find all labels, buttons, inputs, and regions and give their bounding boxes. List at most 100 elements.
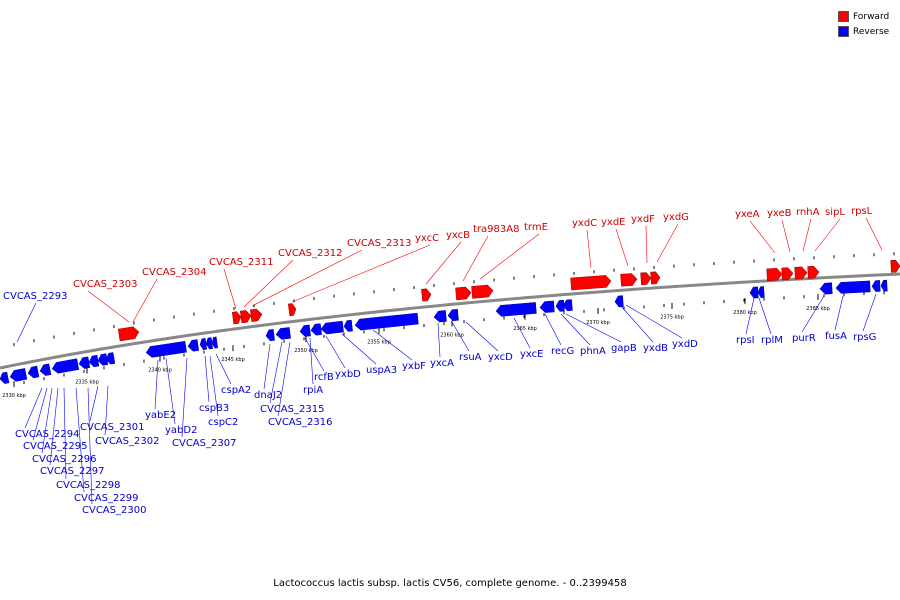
reverse-gene-arrow: [97, 353, 109, 366]
reverse-leader-line: [544, 313, 562, 346]
reverse-gene-arrow: [447, 309, 459, 322]
reverse-gene-arrow: [819, 282, 833, 295]
reverse-leader-line: [24, 387, 43, 429]
reverse-gene-label: yxbF: [402, 361, 426, 372]
reverse-gene-label: CVCAS_2300: [82, 505, 146, 516]
reverse-gene-arrow: [211, 336, 219, 349]
reverse-leader-line: [801, 295, 825, 333]
forward-gene-arrow: [117, 326, 140, 342]
reverse-gene-label: CVCAS_2299: [74, 493, 138, 504]
reverse-gene-label: yxcA: [430, 358, 454, 369]
forward-gene-arrow: [570, 275, 612, 291]
map-caption: Lactococcus lactis subsp. lactis CV56, c…: [273, 578, 627, 589]
forward-gene-arrow: [794, 266, 808, 280]
forward-gene-arrow: [890, 259, 900, 273]
reverse-gene-arrow: [310, 323, 322, 336]
reverse-leader-line: [437, 322, 441, 358]
reverse-gene-label: phnA: [580, 346, 606, 357]
reverse-gene-label: fusA: [825, 331, 847, 342]
forward-gene-label: yxdE: [601, 217, 626, 228]
reverse-gene-arrow: [78, 356, 91, 369]
reverse-leader-line: [325, 335, 346, 369]
tick-label: 2340 kbp: [148, 368, 172, 374]
reverse-gene-arrow: [9, 368, 28, 382]
reverse-gene-arrow: [880, 279, 888, 292]
reverse-leader-line: [745, 297, 755, 335]
tick-label: 2370 kbp: [586, 320, 610, 326]
forward-gene-label: CVCAS_2304: [142, 267, 206, 278]
forward-gene-arrow: [781, 267, 794, 281]
forward-gene-arrow: [766, 268, 783, 282]
forward-leader-line: [87, 290, 130, 323]
forward-leader-line: [243, 259, 294, 308]
reverse-gene-arrow: [835, 280, 871, 294]
reverse-gene-label: cspA2: [221, 385, 251, 396]
forward-gene-label: yxcB: [446, 230, 470, 241]
reverse-leader-line: [32, 387, 48, 441]
reverse-gene-arrow: [199, 338, 208, 351]
forward-leader-line: [781, 219, 791, 253]
reverse-leader-line: [49, 387, 59, 466]
forward-gene-arrow: [421, 288, 432, 302]
reverse-gene-label: CVCAS_2294: [15, 429, 79, 440]
reverse-gene-label: dnaJ2: [254, 390, 282, 401]
forward-leader-line: [865, 217, 883, 251]
forward-gene-label: yxdF: [631, 214, 655, 225]
legend-forward-label: Forward: [853, 11, 890, 22]
reverse-leader-line: [181, 357, 188, 438]
forward-swatch: [838, 11, 849, 22]
reverse-gene-label: rplM: [761, 335, 783, 346]
reverse-gene-arrow: [871, 280, 881, 292]
reverse-leader-line: [758, 297, 772, 335]
reverse-leader-line: [165, 357, 176, 425]
reverse-gene-label: yxcE: [520, 349, 543, 360]
legend: Forward Reverse: [838, 9, 889, 39]
reverse-leader-line: [862, 293, 877, 332]
reverse-gene-label: cspB3: [199, 403, 229, 414]
forward-gene-arrow: [640, 272, 652, 286]
forward-gene-label: rnhA: [796, 207, 820, 218]
reverse-gene-arrow: [105, 352, 116, 365]
reverse-gene-arrow: [265, 329, 275, 342]
reverse-gene-label: rpsI: [736, 335, 755, 346]
forward-leader-line: [132, 278, 158, 323]
tick-label: 2385 kbp: [806, 306, 830, 312]
tick-label: 2365 kbp: [513, 326, 537, 332]
reverse-gene-arrow: [343, 319, 353, 332]
reverse-gene-arrow: [51, 358, 80, 374]
forward-gene-arrow: [288, 303, 297, 317]
forward-gene-label: yxcC: [415, 233, 439, 244]
forward-leader-line: [251, 249, 363, 307]
reverse-gene-arrow: [433, 310, 447, 323]
tick-label: 2335 kbp: [75, 380, 99, 386]
reverse-gene-arrow: [555, 299, 565, 312]
legend-reverse-label: Reverse: [853, 26, 890, 37]
reverse-gene-label: gapB: [611, 343, 637, 354]
forward-leader-line: [462, 235, 489, 282]
reverse-gene-label: purR: [792, 333, 816, 344]
forward-gene-label: CVCAS_2311: [209, 257, 273, 268]
reverse-leader-line: [565, 313, 622, 343]
forward-leader-line: [615, 228, 629, 267]
reverse-leader-line: [215, 353, 232, 385]
reverse-gene-label: yxbD: [335, 369, 361, 380]
reverse-gene-label: recG: [551, 346, 574, 357]
reverse-gene-arrow: [614, 295, 624, 308]
reverse-leader-line: [341, 333, 377, 365]
reverse-leader-line: [63, 387, 67, 480]
reverse-gene-label: rpsG: [853, 332, 876, 343]
reverse-gene-arrow: [539, 300, 555, 313]
forward-gene-arrow: [471, 284, 494, 299]
reverse-gene-arrow: [27, 365, 40, 379]
reverse-leader-line: [204, 355, 210, 403]
reverse-gene-label: rcfB: [314, 372, 334, 383]
reverse-leader-line: [309, 337, 314, 385]
tick-label: 2355 kbp: [367, 340, 391, 346]
reverse-gene-arrow: [88, 354, 100, 368]
forward-gene-label: CVCAS_2312: [278, 248, 342, 259]
forward-leader-line: [425, 241, 462, 285]
reverse-gene-label: CVCAS_2295: [23, 441, 87, 452]
forward-gene-label: tra983A8: [473, 224, 519, 235]
reverse-leader-line: [465, 321, 499, 352]
